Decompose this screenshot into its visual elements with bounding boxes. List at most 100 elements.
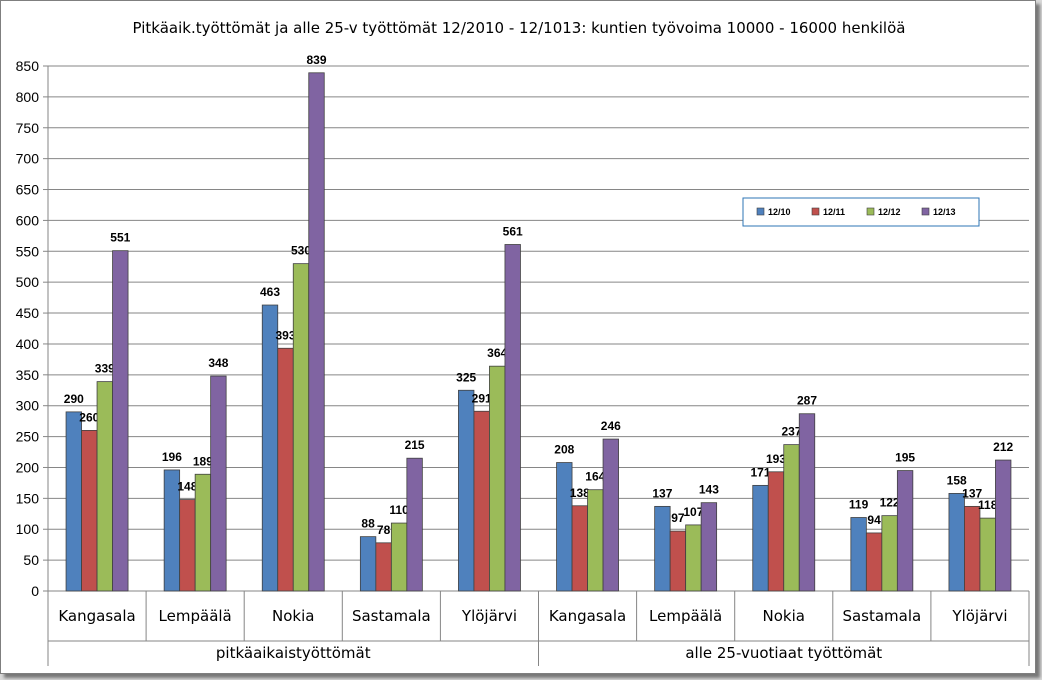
data-label: 137 [962,486,982,500]
bar [504,244,521,592]
bar [390,522,408,592]
data-label: 208 [554,443,574,457]
data-label: 119 [849,498,869,512]
y-tick-label: 350 [16,367,40,383]
legend-swatch [811,207,820,216]
data-label: 463 [260,285,280,299]
category-label: Sastamala [352,607,431,625]
chart-title: Pitkäaik.työttömät ja alle 25-v työttömä… [132,19,906,37]
y-tick-label: 700 [16,151,40,167]
bar [995,459,1012,592]
data-label: 137 [652,486,672,500]
data-label: 97 [671,511,685,525]
y-tick-label: 750 [16,120,40,136]
data-label: 164 [585,470,605,484]
bar [308,72,325,592]
bar [375,542,392,592]
bar [783,444,800,592]
category-label: Nokia [763,607,805,625]
data-label: 246 [601,419,621,433]
category-label: Nokia [272,607,314,625]
data-label: 237 [781,425,801,439]
y-tick-label: 150 [16,490,40,506]
data-label: 287 [797,394,817,408]
bar [587,489,604,592]
legend-label: 12/12 [878,207,901,217]
y-tick-label: 650 [16,182,40,198]
y-tick-label: 600 [16,212,40,228]
y-tick-label: 800 [16,89,40,105]
y-tick-label: 50 [23,552,39,568]
group-label: alle 25-vuotiaat työttömät [685,644,882,662]
bar [210,375,227,592]
data-label: 148 [177,480,197,494]
data-label: 290 [64,392,84,406]
category-label: Kangasala [549,607,626,625]
bar [556,462,573,592]
data-label: 171 [750,465,770,479]
data-label: 561 [503,225,523,239]
bar [767,471,785,592]
legend-swatch [866,207,875,216]
category-label: Ylöjärvi [951,607,1007,625]
data-label: 260 [79,410,99,424]
bar [179,499,196,592]
bar [473,410,490,592]
legend-label: 12/10 [768,207,791,217]
data-label: 291 [472,391,492,405]
legend-swatch [756,207,765,216]
bar [881,515,898,592]
y-tick-label: 400 [16,336,40,352]
y-tick-label: 300 [16,398,40,414]
group-label: pitkäaikaistyöttömät [216,644,371,662]
bar [964,505,981,592]
bar [292,263,310,592]
data-label: 122 [880,496,900,510]
bar [896,470,914,592]
bar [96,381,113,592]
legend-box [742,197,980,227]
data-label: 107 [683,505,703,519]
data-label: 158 [947,473,967,487]
data-label: 94 [867,513,881,527]
data-label: 78 [377,523,391,537]
bar [798,413,816,592]
legend-label: 12/11 [823,207,845,217]
y-tick-label: 850 [16,58,40,74]
y-tick-label: 500 [16,274,40,290]
bar [406,457,423,592]
data-label: 196 [162,450,182,464]
category-label: Lempäälä [649,607,722,625]
bar [700,502,718,592]
bar [112,250,129,592]
bar [194,473,212,592]
legend-swatch [921,207,930,216]
y-tick-label: 250 [16,429,40,445]
bar [685,524,702,592]
data-label: 88 [361,517,375,531]
bar [669,530,687,592]
data-label: 143 [699,483,719,497]
data-label: 393 [275,328,295,342]
data-label: 212 [993,440,1013,454]
category-label: Kangasala [58,607,135,625]
y-tick-label: 450 [16,305,40,321]
data-label: 530 [291,244,311,258]
data-label: 325 [456,370,476,384]
bar [865,532,883,592]
category-label: Sastamala [842,607,921,625]
bar [359,536,377,592]
data-label: 195 [895,451,915,465]
bar [277,347,294,592]
bar [65,411,82,592]
category-label: Lempäälä [159,607,232,625]
bar [602,438,619,592]
bar [948,493,965,592]
bar [489,365,506,592]
y-tick-label: 550 [16,243,40,259]
bar [979,517,996,592]
bar [654,505,671,592]
data-label: 193 [766,452,786,466]
